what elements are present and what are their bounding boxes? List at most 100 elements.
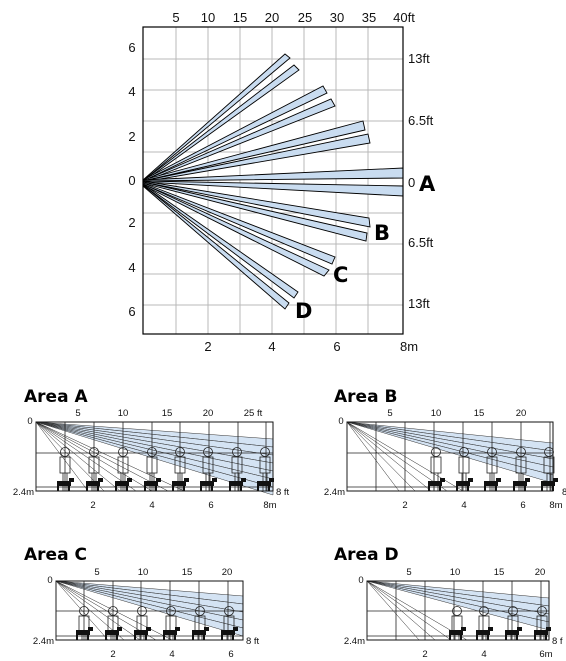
ft-tick-label: 5 xyxy=(172,10,179,25)
dog-leg xyxy=(87,634,89,640)
left-tick-label: 4 xyxy=(128,260,135,275)
person-head xyxy=(203,447,213,457)
m-tick-label: 2 xyxy=(204,339,211,354)
floor-height-label: 8 ft xyxy=(276,487,290,498)
dog-body xyxy=(229,481,243,486)
height-label: 2.4m xyxy=(33,636,54,647)
dog-head xyxy=(146,627,151,631)
side-ft-tick-label: 15 xyxy=(474,408,485,419)
top-view-right-scale: 13ft 6.5ft 0 6.5ft 13ft xyxy=(408,51,434,311)
side-m-tick-label: 4 xyxy=(481,649,486,660)
side-m-tick-label: 4 xyxy=(149,500,154,511)
floor-height-label: 8 xyxy=(562,487,566,498)
person-figure xyxy=(221,606,238,640)
left-tick-label: 4 xyxy=(128,84,135,99)
dog-body xyxy=(428,481,442,486)
person-head xyxy=(166,606,176,616)
person-head xyxy=(431,447,441,457)
side-ft-tick-label: 15 xyxy=(162,408,173,419)
beam-edge-line xyxy=(35,421,89,492)
beam-edge-line xyxy=(346,421,416,492)
dog-leg xyxy=(552,485,554,491)
beam-edge-line xyxy=(35,421,105,492)
person-head xyxy=(108,606,118,616)
dog-leg xyxy=(460,634,462,640)
person-head xyxy=(60,447,70,457)
dog-body xyxy=(200,481,214,486)
area-title: Area D xyxy=(334,545,399,565)
side-m-tick-label: 6 xyxy=(228,649,233,660)
person-figure xyxy=(163,606,180,640)
person-body xyxy=(146,456,158,474)
dog-leg xyxy=(68,485,70,491)
person-head xyxy=(147,447,157,457)
right-tick-label: 13ft xyxy=(408,51,430,66)
beam-edge-line xyxy=(35,421,121,492)
dog-leg xyxy=(126,485,128,491)
dog-head xyxy=(98,478,103,482)
dog-head xyxy=(468,478,473,482)
top-view-ft-scale: 5 10 15 20 25 30 35 40ft xyxy=(172,10,415,25)
top-view-left-scale: 6 4 2 0 2 4 6 xyxy=(128,40,135,319)
dog-head xyxy=(117,627,122,631)
dog-leg xyxy=(174,634,176,640)
side-view-area-d: Area D 0 5 10 15 20 2 4 6m 2.4m 8 f xyxy=(334,545,563,660)
left-tick-label: 2 xyxy=(128,215,135,230)
height-label: 2.4m xyxy=(324,487,345,498)
dog-leg xyxy=(268,485,270,491)
person-figure xyxy=(115,447,132,491)
beam-edge-line xyxy=(55,580,109,641)
side-ft-tick-label: 20 xyxy=(222,567,233,578)
beam-edge-line xyxy=(346,421,448,492)
side-ft-tick-label: 0 xyxy=(358,575,363,586)
dog-body xyxy=(505,630,519,635)
person-figure xyxy=(134,606,151,640)
side-ft-tick-label: 10 xyxy=(138,567,149,578)
side-ft-tick-label: 20 xyxy=(203,408,214,419)
person-body xyxy=(451,615,463,633)
person-head xyxy=(544,447,554,457)
dog-leg xyxy=(541,485,543,491)
person-body xyxy=(165,615,177,633)
height-label: 2.4m xyxy=(13,487,34,498)
person-body xyxy=(430,456,442,474)
side-m-tick-label: 2 xyxy=(110,649,115,660)
ft-tick-label: 10 xyxy=(201,10,215,25)
side-ft-tick-label: 5 xyxy=(75,408,80,419)
person-figure xyxy=(541,447,558,491)
beam-edge-line xyxy=(366,580,452,641)
dog-leg xyxy=(57,485,59,491)
person-head xyxy=(537,606,547,616)
person-body xyxy=(543,456,555,474)
side-m-tick-label: 2 xyxy=(90,500,95,511)
floor-height-label: 8 f xyxy=(552,636,563,647)
person-figure xyxy=(86,447,103,491)
dog-body xyxy=(513,481,527,486)
dog-body xyxy=(172,481,186,486)
person-figure xyxy=(257,447,274,491)
person-figure xyxy=(76,606,93,640)
dog-head xyxy=(546,627,551,631)
side-ft-tick-label: 10 xyxy=(450,567,461,578)
side-ft-tick-label: 10 xyxy=(118,408,129,419)
dog-head xyxy=(241,478,246,482)
floor-height-label: 8 ft xyxy=(246,636,260,647)
dog-leg xyxy=(144,485,146,491)
dog-leg xyxy=(524,485,526,491)
dog-body xyxy=(541,481,555,486)
zone-labels: A B CD xyxy=(295,172,436,323)
left-tick-label: 6 xyxy=(128,40,135,55)
dog-leg xyxy=(97,485,99,491)
height-label: 2.4m xyxy=(344,636,365,647)
person-body xyxy=(515,456,527,474)
dog-leg xyxy=(192,634,194,640)
ft-tick-label: 20 xyxy=(265,10,279,25)
zone-label-c: C xyxy=(333,263,348,287)
person-body xyxy=(202,456,214,474)
top-view-beams xyxy=(142,53,404,310)
dog-leg xyxy=(484,485,486,491)
dog-body xyxy=(57,481,71,486)
person-body xyxy=(259,456,271,474)
